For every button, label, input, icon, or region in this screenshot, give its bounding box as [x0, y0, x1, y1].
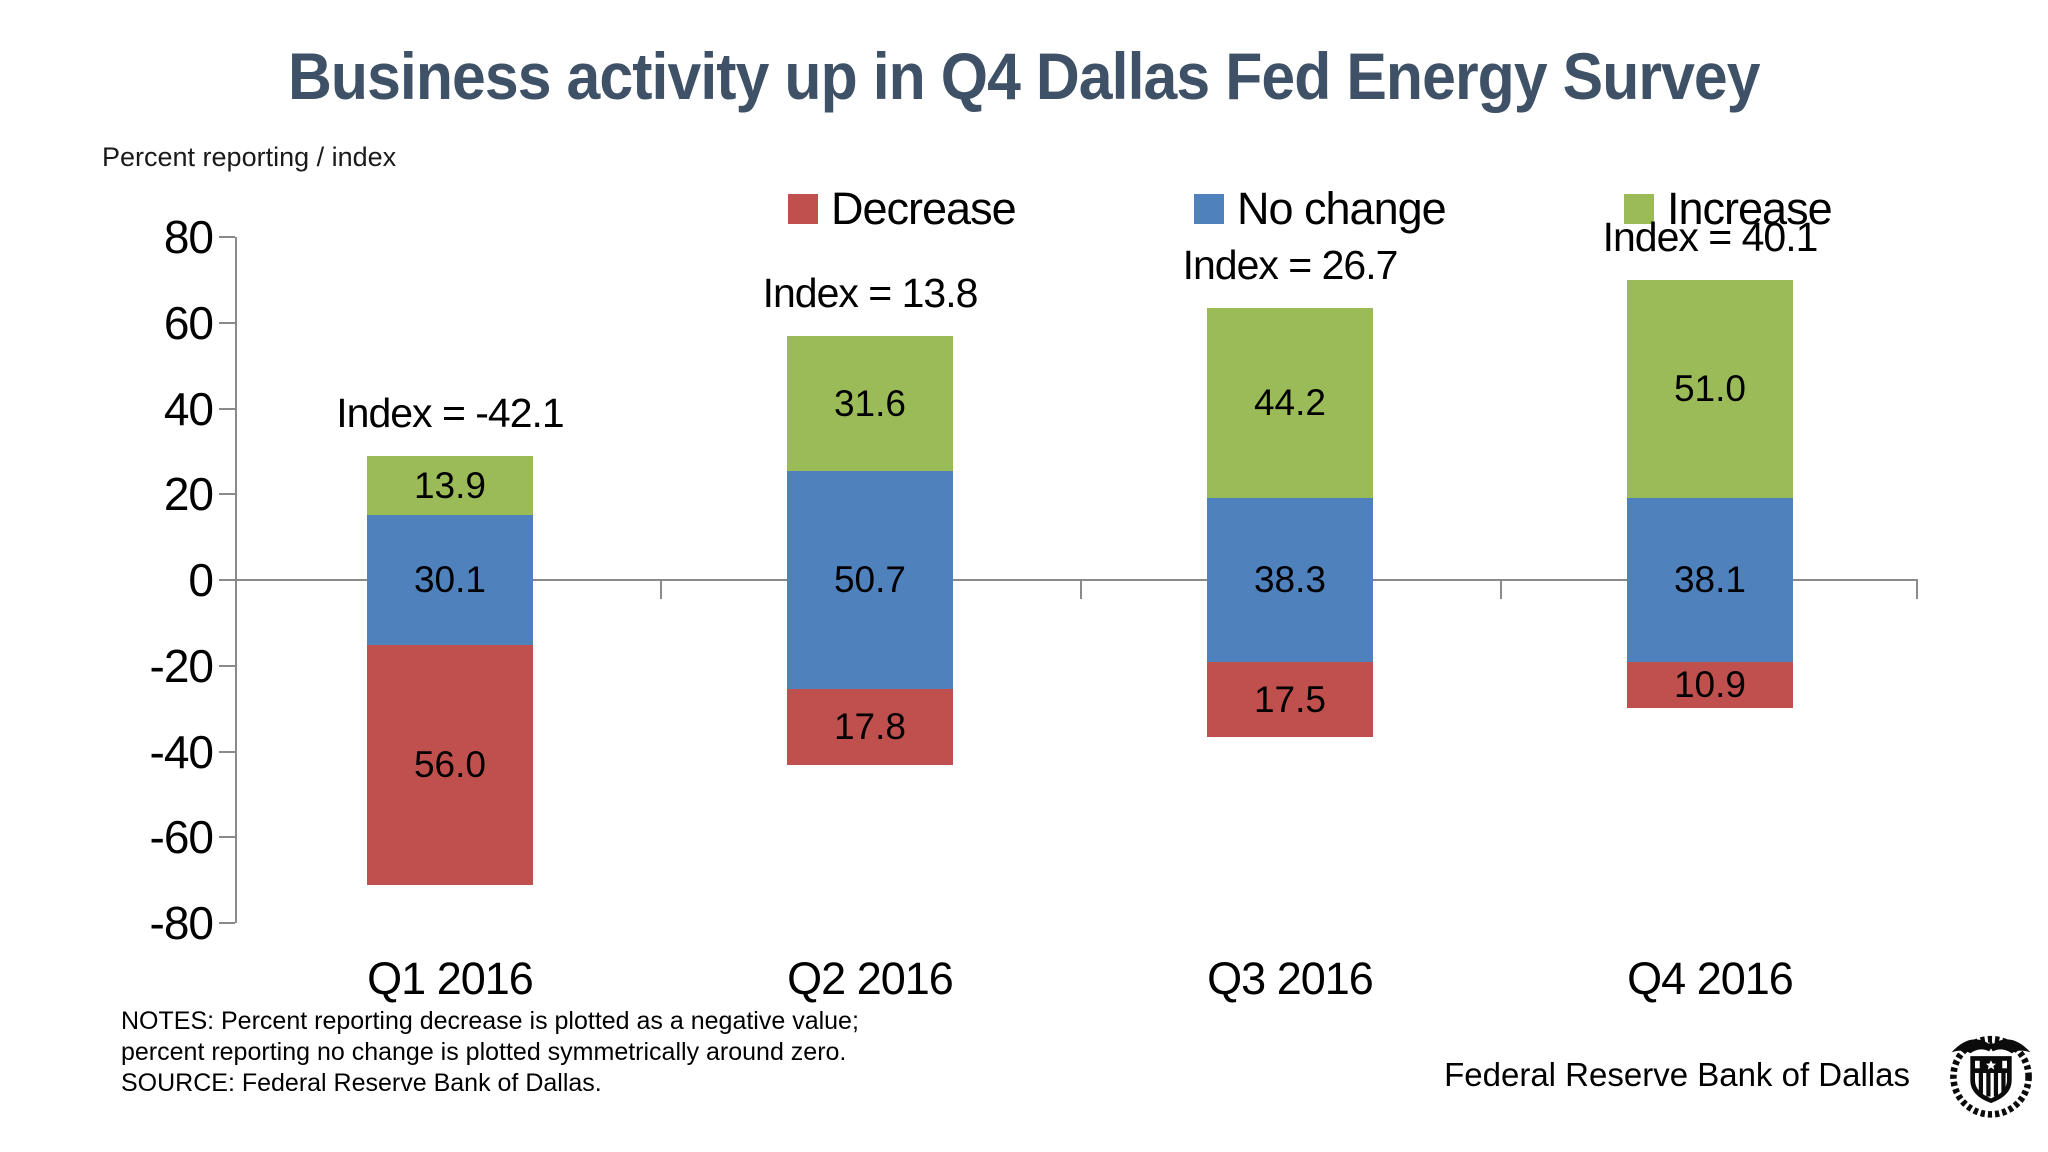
- y-axis-tick: [219, 321, 235, 324]
- y-axis-tick: [219, 664, 235, 667]
- bar-q3-2016-decrease-segment: 17.5: [1207, 662, 1373, 738]
- y-axis-tick-label: -60: [149, 811, 214, 864]
- y-axis-tick-label: -80: [149, 897, 214, 949]
- notes-block: NOTES: Percent reporting decrease is plo…: [121, 1006, 859, 1099]
- no-change-swatch-icon: [1194, 194, 1224, 224]
- y-axis-tick: [219, 236, 235, 238]
- y-axis-tick-label: 0: [188, 554, 214, 606]
- legend-label-increase: Increase: [1667, 183, 1833, 234]
- index-label-q3-2016: Index = 26.7: [1182, 242, 1399, 289]
- y-axis-tick-label: 60: [163, 296, 214, 349]
- x-axis-label-q1-2016: Q1 2016: [367, 953, 534, 1004]
- legend-item-no-change: No change: [1194, 183, 1447, 234]
- bar-q3-2016-increase-segment: 44.2: [1207, 308, 1373, 498]
- y-axis-tick-label: 20: [163, 468, 214, 521]
- x-axis-tick-2: [1080, 580, 1082, 599]
- zero-gridline: [237, 579, 1918, 581]
- y-axis-tick: [219, 407, 235, 410]
- index-label-q1-2016: Index = -42.1: [336, 389, 564, 436]
- y-axis-tick: [219, 750, 235, 753]
- bar-q1-2016-no-change-segment: 30.1: [367, 515, 533, 645]
- y-axis-tick-label: 40: [163, 382, 214, 435]
- bar-q1-2016-decrease-segment: 56.0: [367, 644, 533, 885]
- legend-label-decrease: Decrease: [831, 183, 1017, 234]
- legend-item-increase: Increase: [1624, 183, 1833, 234]
- x-axis-label-q4-2016: Q4 2016: [1627, 953, 1794, 1004]
- index-label-q2-2016: Index = 13.8: [762, 269, 979, 316]
- bar-q1-2016-increase-segment: 13.9: [367, 455, 533, 516]
- bar-q2-2016-no-change-segment: 50.7: [787, 471, 953, 689]
- y-axis-tick: [219, 922, 235, 924]
- bar-q3-2016-no-change-segment: 38.3: [1207, 497, 1373, 663]
- legend-item-decrease: Decrease: [788, 183, 1017, 234]
- notes-line-2: percent reporting no change is plotted s…: [121, 1038, 847, 1066]
- x-axis-label-q2-2016: Q2 2016: [787, 953, 954, 1004]
- index-label-q4-2016: Index = 40.1: [1602, 213, 1819, 260]
- x-axis-tick-3: [1500, 580, 1502, 599]
- y-axis-line: [235, 237, 237, 923]
- notes-line-3: SOURCE: Federal Reserve Bank of Dallas.: [121, 1069, 602, 1097]
- x-axis-label-q3-2016: Q3 2016: [1207, 953, 1374, 1004]
- chart-title-text: Business activity up in Q4 Dallas Fed En…: [288, 39, 1761, 113]
- decrease-swatch-icon: [788, 194, 818, 224]
- footer-organization-label: Federal Reserve Bank of Dallas: [1444, 1056, 1910, 1093]
- y-axis-title: Percent reporting / index: [102, 142, 397, 172]
- federal-reserve-seal-logo: [1950, 1035, 2032, 1118]
- y-axis-tick-label: -40: [149, 725, 214, 778]
- y-axis-tick-label: 80: [163, 211, 214, 263]
- legend-label-no-change: No change: [1237, 183, 1447, 234]
- y-axis-tick: [219, 493, 235, 496]
- bar-q2-2016-decrease-segment: 17.8: [787, 688, 953, 765]
- y-axis-tick: [219, 579, 235, 581]
- y-axis-tick: [219, 836, 235, 839]
- bar-q4-2016-increase-segment: 51.0: [1627, 279, 1793, 499]
- increase-swatch-icon: [1624, 194, 1654, 224]
- bar-q4-2016-no-change-segment: 38.1: [1627, 498, 1793, 662]
- notes-line-1: NOTES: Percent reporting decrease is plo…: [121, 1007, 859, 1035]
- bar-q2-2016-increase-segment: 31.6: [787, 335, 953, 472]
- x-axis-tick-4: [1916, 580, 1918, 599]
- chart-title: Business activity up in Q4 Dallas Fed En…: [0, 38, 2048, 114]
- bar-q4-2016-decrease-segment: 10.9: [1627, 661, 1793, 709]
- x-axis-tick-1: [660, 580, 662, 599]
- y-axis-tick-label: -20: [149, 639, 214, 692]
